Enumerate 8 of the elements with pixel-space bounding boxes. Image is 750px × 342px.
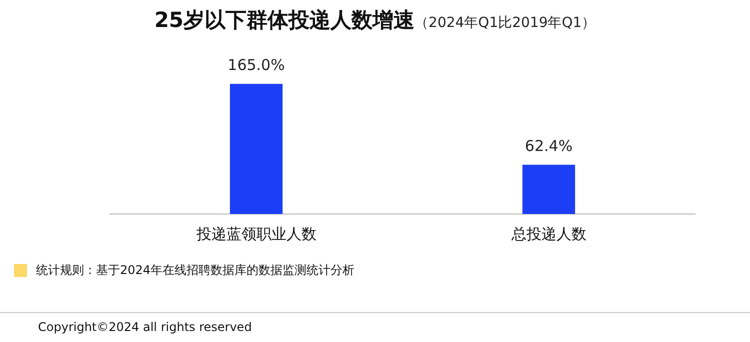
data-label: 62.4%: [524, 137, 573, 156]
chart-subtitle: （2024年Q1比2019年Q1）: [414, 15, 596, 31]
x-tick-label: 总投递人数: [510, 224, 586, 243]
x-tick-label: 投递蓝领职业人数: [195, 224, 316, 243]
chart-title: 25岁以下群体投递人数增速: [154, 8, 415, 32]
text: 统计规则：基于2024年在线招聘数据库的数据监测统计分析: [36, 262, 355, 279]
text: Copyright©2024 all rights reserved: [38, 320, 252, 334]
data-label: 165.0%: [228, 56, 285, 74]
